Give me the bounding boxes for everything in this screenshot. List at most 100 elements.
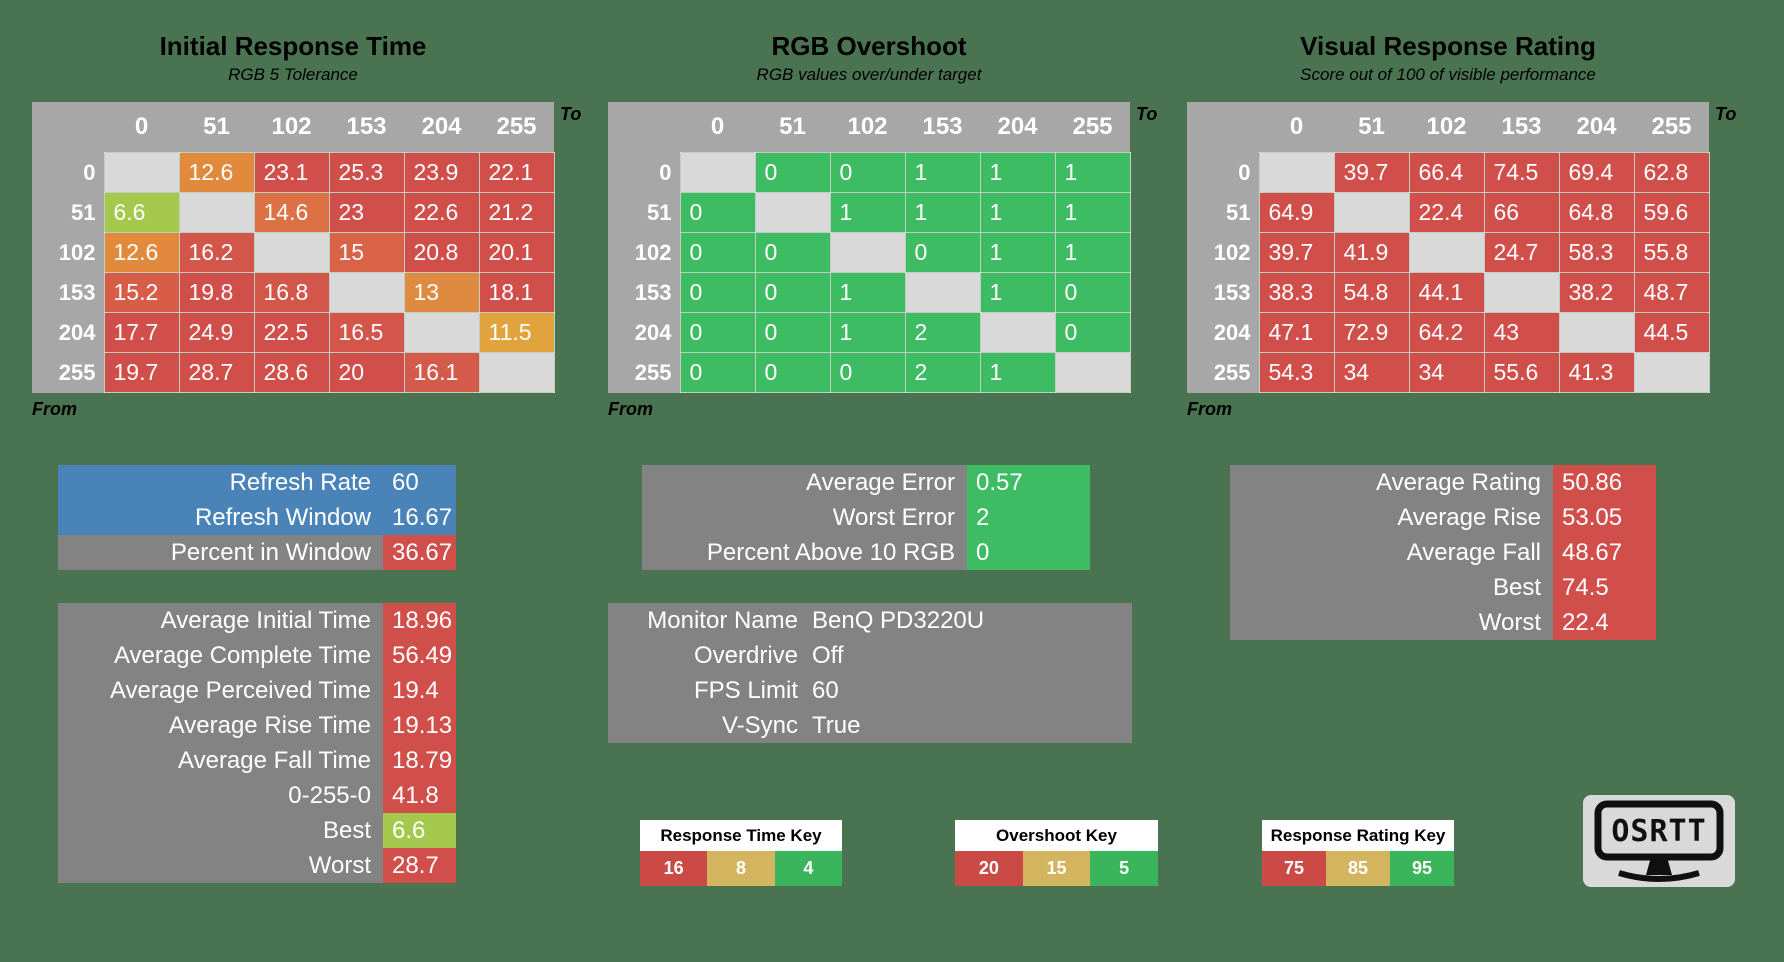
heatmap-table: 0 51 102 153 204 255 0 0 0 1 1 1 51 0 1 1 1 1 102 0 0 0 1 1 153 0… <box>608 102 1131 393</box>
panel-label: Refresh Rate <box>229 469 371 496</box>
axis-to-label: To <box>1136 104 1158 124</box>
heatmap-header-row: 0 51 102 153 204 255 <box>1187 102 1709 153</box>
response-time-stats-panel: Average Initial Time 18.96 Average Complet… <box>58 603 456 883</box>
heatmap-row: 204 0 0 1 2 0 <box>608 312 1131 353</box>
heatmap-cell: 25.3 <box>328 152 405 193</box>
heatmap-cell: 28.6 <box>253 352 330 393</box>
heatmap-cell: 16.5 <box>328 312 405 353</box>
visual-response-rating-table: Visual Response Rating Score out of 100 … <box>1187 28 1747 420</box>
response-rating-key: Response Rating Key 75 85 95 <box>1262 820 1454 886</box>
heatmap-cell: 44.5 <box>1633 312 1710 353</box>
key-title: Response Time Key <box>640 820 842 851</box>
diagonal-cell <box>1408 232 1485 273</box>
heatmap-cell: 6.6 <box>103 192 180 233</box>
panel-value: Off <box>812 642 844 669</box>
panel-label: Percent Above 10 RGB <box>706 539 955 566</box>
panel-label: Best <box>322 817 371 844</box>
row-header: 204 <box>1187 312 1259 353</box>
panel-row: Average Fall Time 18.79 <box>58 743 456 778</box>
column-header: 102 <box>1409 102 1484 153</box>
panel-row: Average Error 0.57 <box>642 465 1090 500</box>
monitor-base-icon <box>1618 870 1700 882</box>
row-header: 102 <box>32 232 104 273</box>
heatmap-cell: 2 <box>904 312 981 353</box>
diagonal-cell <box>1558 312 1635 353</box>
initial-response-time-table: Initial Response Time RGB 5 Tolerance To… <box>32 28 592 420</box>
heatmap-cell: 1 <box>904 192 981 233</box>
column-header: 204 <box>1559 102 1634 153</box>
panel-row: Average Rise 53.05 <box>1230 500 1656 535</box>
panel-value: 19.13 <box>383 708 456 743</box>
table-subtitle: Score out of 100 of visible performance <box>1300 65 1596 84</box>
key-stop: 20 <box>955 851 1023 886</box>
heatmap-cell: 0 <box>754 272 831 313</box>
diagonal-cell <box>103 152 180 193</box>
column-header: 0 <box>1259 102 1334 153</box>
heatmap-cell: 66.4 <box>1408 152 1485 193</box>
panel-row: Monitor Name BenQ PD3220U <box>608 603 1132 638</box>
heatmap-cell: 39.7 <box>1333 152 1410 193</box>
axis-from-label: From <box>1187 399 1232 419</box>
monitor-info-panel: Monitor Name BenQ PD3220U Overdrive Off FPS … <box>608 603 1132 743</box>
table-subtitle: RGB values over/under target <box>756 65 982 84</box>
corner-cell <box>608 102 680 153</box>
heatmap-cell: 1 <box>979 352 1056 393</box>
monitor-logo-icon: OSRTT <box>1594 800 1724 882</box>
row-header: 153 <box>32 272 104 313</box>
panel-label: Refresh Window <box>194 504 371 531</box>
rating-stats-panel: Average Rating 50.86 Average Rise 53.05 Aver… <box>1230 465 1656 640</box>
heatmap-cell: 18.1 <box>478 272 555 313</box>
diagonal-cell <box>904 272 981 313</box>
key-stop: 15 <box>1022 851 1091 886</box>
row-header: 255 <box>1187 352 1259 393</box>
heatmap-header-row: 0 51 102 153 204 255 <box>608 102 1130 153</box>
table-title: Visual Response Rating <box>1300 31 1596 61</box>
heatmap-cell: 72.9 <box>1333 312 1410 353</box>
heatmap-cell: 23.1 <box>253 152 330 193</box>
heatmap-row: 51 0 1 1 1 1 <box>608 192 1131 233</box>
heatmap-cell: 20.1 <box>478 232 555 273</box>
heatmap-cell: 20.8 <box>403 232 480 273</box>
heatmap-cell: 23.9 <box>403 152 480 193</box>
heatmap-cell: 0 <box>904 232 981 273</box>
panel-label: Average Rating <box>1376 469 1541 496</box>
heatmap-cell: 43 <box>1483 312 1560 353</box>
panel-row: Refresh Rate 60 <box>58 465 456 500</box>
heatmap-row: 255 19.7 28.7 28.6 20 16.1 <box>32 352 555 393</box>
key-title: Overshoot Key <box>955 820 1158 851</box>
heatmap-cell: 66 <box>1483 192 1560 233</box>
heatmap-cell: 39.7 <box>1258 232 1335 273</box>
panel-value: 2 <box>967 500 1090 535</box>
heatmap-cell: 1 <box>1054 152 1131 193</box>
row-header: 204 <box>32 312 104 353</box>
diagonal-cell <box>178 192 255 233</box>
heatmap-cell: 0 <box>679 272 756 313</box>
heatmap-cell: 1 <box>829 272 906 313</box>
row-header: 51 <box>1187 192 1259 233</box>
diagonal-cell <box>979 312 1056 353</box>
heatmap-cell: 1 <box>829 312 906 353</box>
panel-label: Worst <box>308 852 371 879</box>
row-header: 51 <box>608 192 680 233</box>
panel-label: V-Sync <box>721 712 798 739</box>
column-header: 51 <box>755 102 830 153</box>
heatmap-cell: 0 <box>754 232 831 273</box>
panel-label: Average Fall <box>1406 539 1541 566</box>
axis-from-label: From <box>32 399 77 419</box>
column-header: 255 <box>1055 102 1130 153</box>
diagonal-cell <box>328 272 405 313</box>
heatmap-cell: 48.7 <box>1633 272 1710 313</box>
row-header: 0 <box>32 152 104 193</box>
heatmap-row: 102 0 0 0 1 1 <box>608 232 1131 273</box>
heatmap-cell: 0 <box>679 232 756 273</box>
panel-value: 60 <box>392 469 419 496</box>
panel-value: 53.05 <box>1553 500 1656 535</box>
heatmap-cell: 0 <box>679 312 756 353</box>
heatmap-cell: 38.2 <box>1558 272 1635 313</box>
heatmap-cell: 0 <box>829 152 906 193</box>
heatmap-cell: 14.6 <box>253 192 330 233</box>
heatmap-header-row: 0 51 102 153 204 255 <box>32 102 554 153</box>
panel-row: Best 6.6 <box>58 813 456 848</box>
